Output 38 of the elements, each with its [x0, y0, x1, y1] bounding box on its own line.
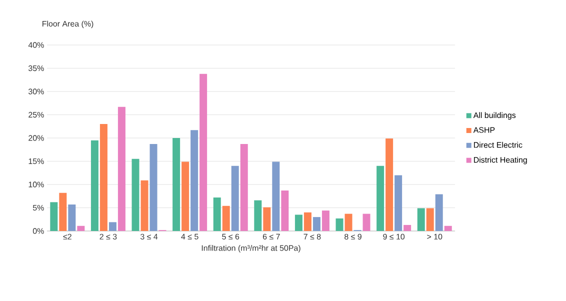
bar — [240, 144, 248, 231]
bar — [312, 217, 320, 231]
bar — [172, 138, 180, 231]
bar — [200, 74, 208, 231]
bar — [362, 214, 370, 231]
bar — [426, 208, 434, 231]
bar — [213, 198, 221, 231]
bar — [263, 207, 271, 231]
bar — [150, 144, 158, 231]
bar — [182, 162, 190, 231]
bar — [50, 202, 58, 231]
bar — [254, 200, 262, 231]
bar — [281, 190, 289, 231]
bar — [322, 210, 330, 231]
bar — [190, 130, 198, 231]
bar — [404, 224, 412, 231]
bar — [100, 124, 108, 231]
bar — [304, 212, 312, 231]
bar — [444, 226, 452, 231]
bar — [108, 222, 116, 231]
bar — [394, 175, 402, 231]
bar — [59, 192, 67, 231]
bar — [417, 208, 425, 231]
bar — [435, 194, 443, 231]
bar — [376, 166, 384, 231]
bar — [294, 214, 302, 231]
bar — [77, 226, 85, 231]
bar — [132, 158, 140, 231]
bar — [344, 214, 352, 231]
bar — [272, 162, 280, 231]
bar — [222, 206, 230, 231]
bar — [68, 204, 76, 231]
bar — [386, 138, 394, 231]
bar — [336, 218, 344, 231]
bar — [231, 166, 239, 231]
bar — [140, 180, 148, 231]
bar — [90, 140, 98, 231]
bar — [118, 106, 126, 231]
